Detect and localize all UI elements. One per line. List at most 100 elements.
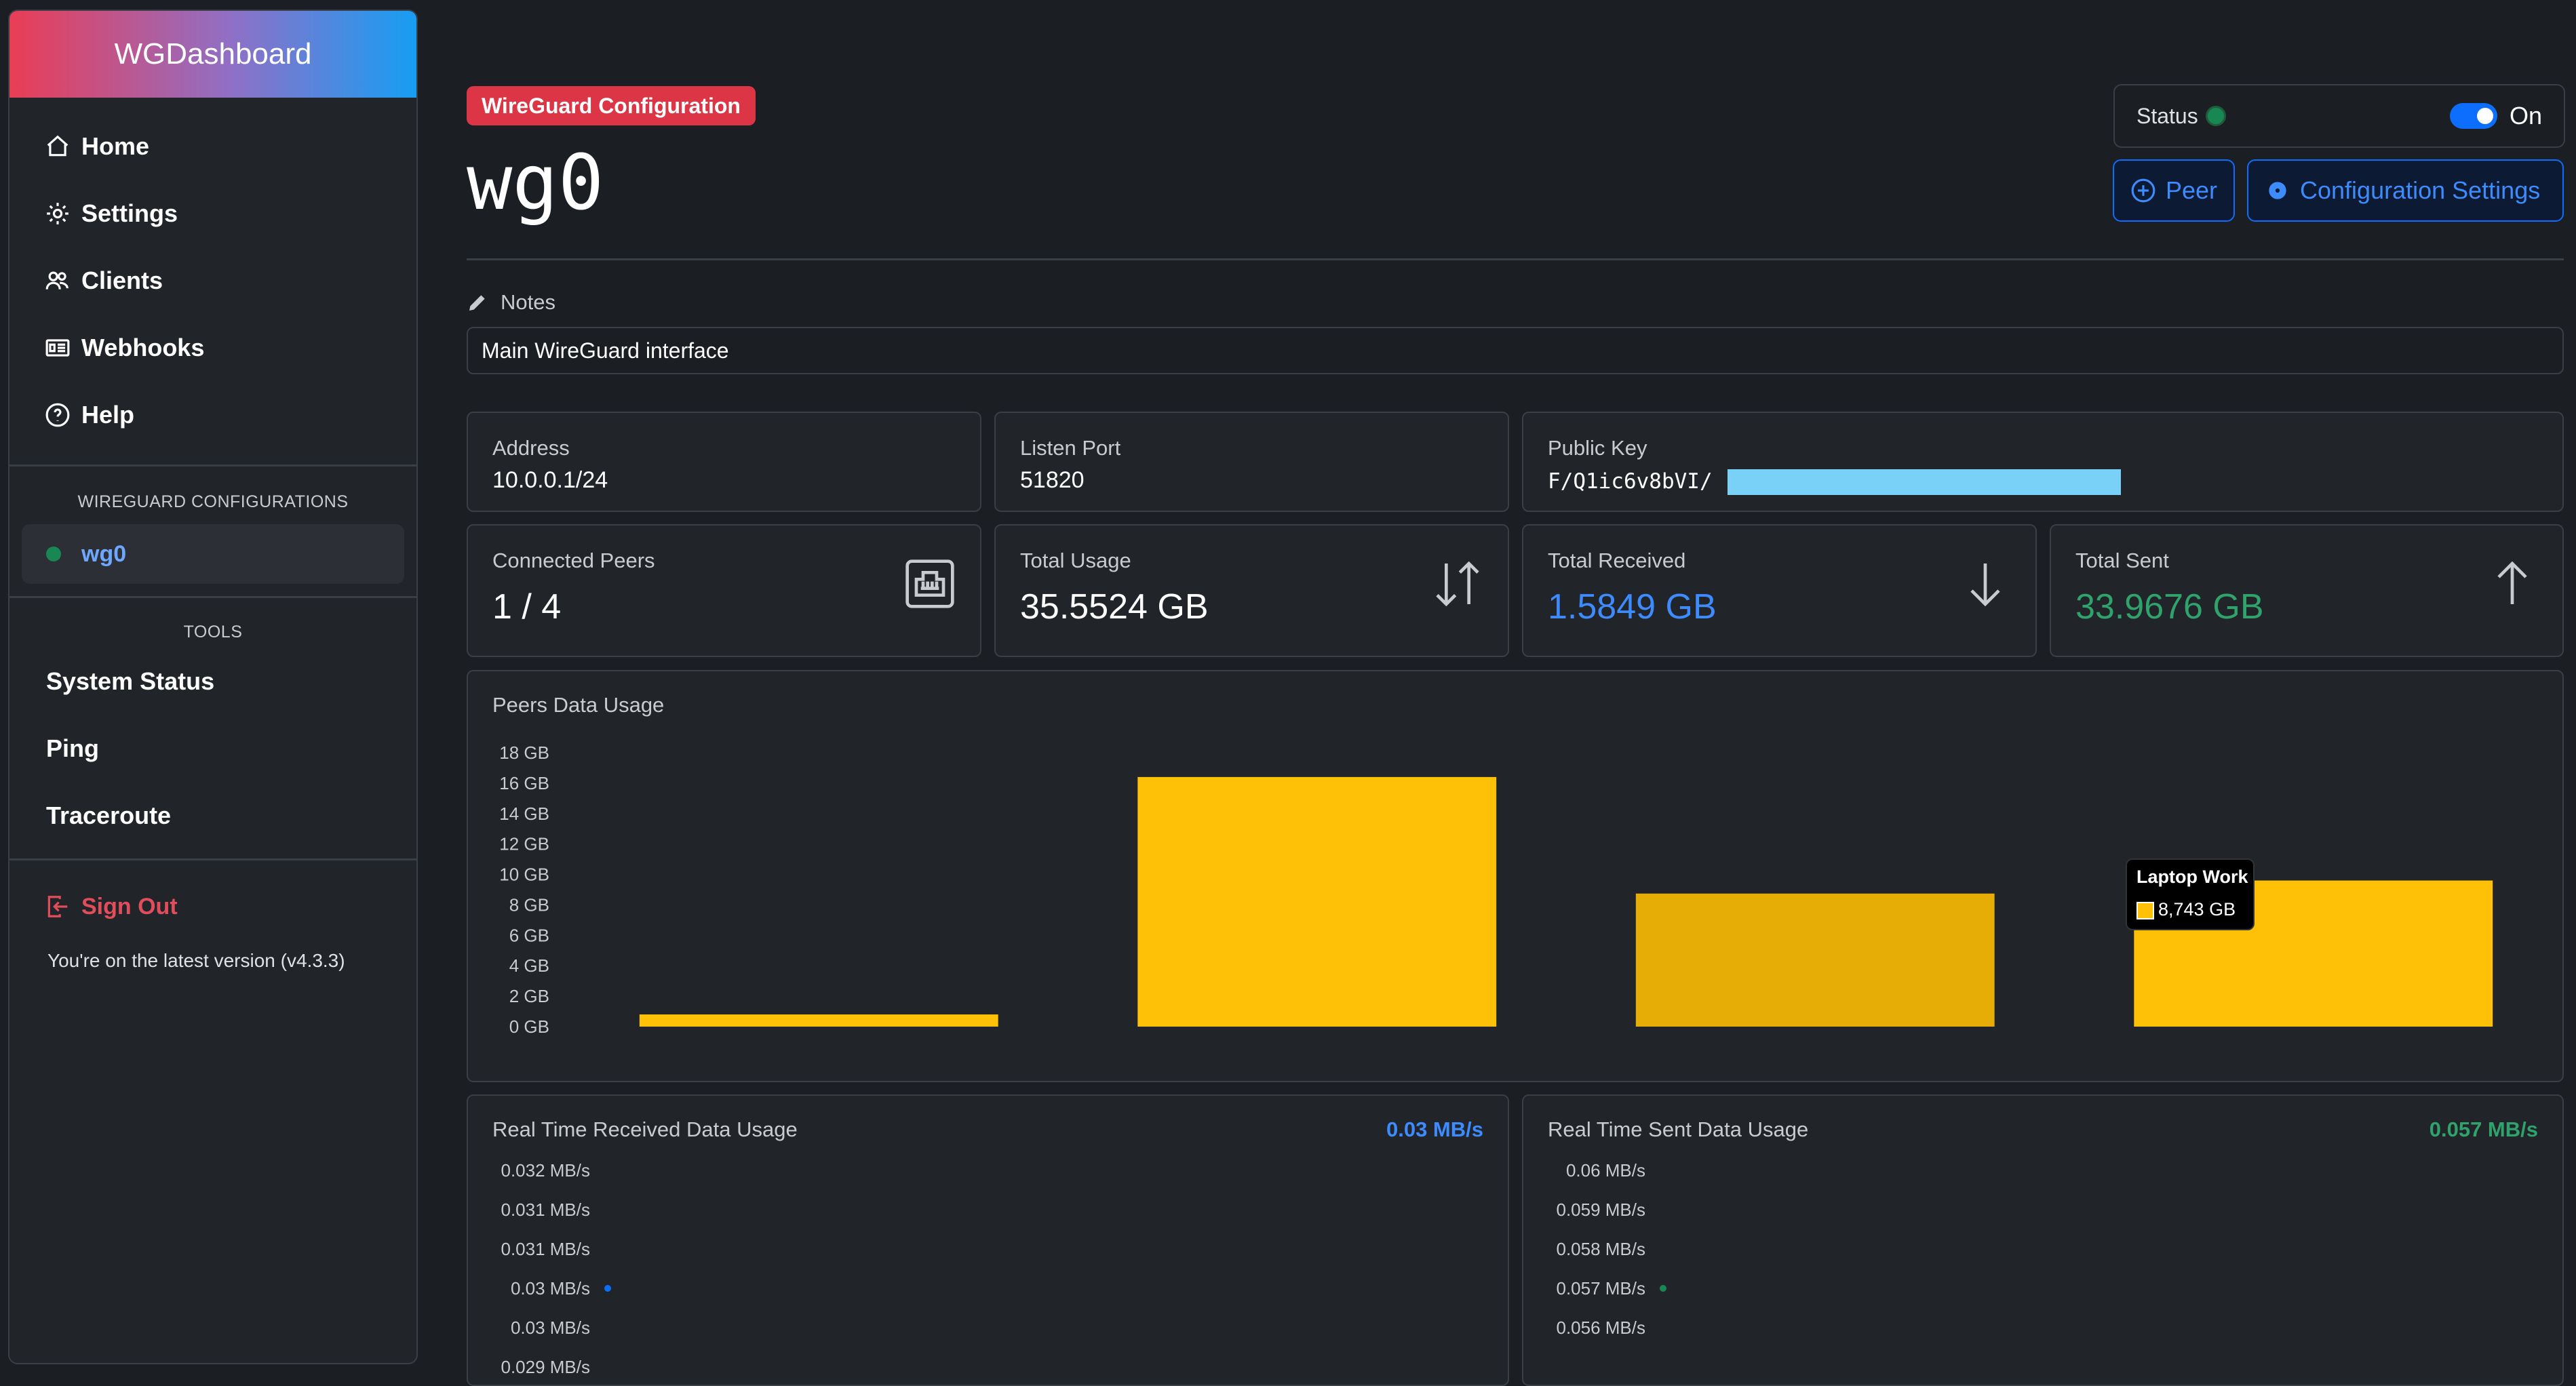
brand-title[interactable]: WGDashboard xyxy=(9,11,416,98)
ethernet-icon xyxy=(905,559,954,608)
sign-out-label: Sign Out xyxy=(81,893,178,919)
nav-settings-label: Settings xyxy=(81,199,178,227)
public-key-label: Public Key xyxy=(1548,436,1647,460)
nav-webhooks-label: Webhooks xyxy=(81,333,205,361)
total-sent-label: Total Sent xyxy=(2075,549,2169,572)
listen-port-label: Listen Port xyxy=(1020,436,1121,460)
status-indicator-icon xyxy=(2207,108,2224,124)
y-tick-label: 0.031 MB/s xyxy=(501,1239,590,1259)
config-item-label: wg0 xyxy=(81,540,127,567)
gear-icon xyxy=(47,202,69,224)
peers-data-usage-chart: 0 GB 2 GB 4 GB 6 GB 8 GB 10 GB 12 GB 14 GB 16 GB… xyxy=(499,742,2493,1037)
question-circle-icon xyxy=(45,403,70,427)
realtime-sent-card: Real Time Sent Data Usage 0.057 MB/s 0.0… xyxy=(1522,1094,2564,1386)
add-peer-label: Peer xyxy=(2165,176,2217,204)
y-tick-label: 0.058 MB/s xyxy=(1556,1239,1645,1259)
people-icon xyxy=(45,271,69,290)
tooltip-value: 8,743 GB xyxy=(2158,899,2236,919)
y-tick-label: 0.057 MB/s xyxy=(1556,1278,1645,1299)
nav-home-label: Home xyxy=(81,132,150,160)
redaction-mask xyxy=(1728,469,2121,495)
tool-ping[interactable]: Ping xyxy=(46,734,99,762)
nav-settings[interactable]: Settings xyxy=(9,180,416,247)
peer-usage-bar xyxy=(1635,893,1995,1027)
configs-section-title: WIREGUARD CONFIGURATIONS xyxy=(77,492,349,511)
connected-peers-label: Connected Peers xyxy=(492,549,655,572)
realtime-received-card: Real Time Received Data Usage 0.03 MB/s … xyxy=(467,1094,1509,1386)
sidebar: WGDashboard Home Settings Clients Webhoo… xyxy=(8,9,418,1364)
peer-usage-bar xyxy=(639,1014,998,1027)
total-usage-label: Total Usage xyxy=(1020,549,1131,572)
address-card: Address 10.0.0.1/24 xyxy=(467,412,981,512)
add-peer-button[interactable]: Peer xyxy=(2113,159,2235,222)
sign-out-icon xyxy=(47,896,68,917)
realtime-data-point xyxy=(1660,1285,1666,1292)
status-toggle[interactable] xyxy=(2449,103,2497,129)
y-tick-label: 0.03 MB/s xyxy=(511,1318,590,1338)
y-tick-label: 0.031 MB/s xyxy=(501,1200,590,1220)
status-label: Status xyxy=(2136,103,2198,128)
realtime-sent-title: Real Time Sent Data Usage xyxy=(1548,1117,1809,1141)
realtime-received-rate: 0.03 MB/s xyxy=(1386,1117,1483,1141)
sign-out-button[interactable]: Sign Out xyxy=(9,874,416,939)
realtime-received-title: Real Time Received Data Usage xyxy=(492,1117,798,1141)
y-tick-label: 6 GB xyxy=(509,925,549,945)
y-tick-label: 0.059 MB/s xyxy=(1556,1200,1645,1220)
y-tick-label: 0.056 MB/s xyxy=(1556,1318,1645,1338)
status-box: Status On xyxy=(2113,84,2565,148)
y-tick-label: 14 GB xyxy=(499,804,549,824)
tool-system-status[interactable]: System Status xyxy=(46,667,215,695)
divider xyxy=(9,858,416,860)
total-sent-value: 33.9676 GB xyxy=(2075,587,2264,627)
address-label: Address xyxy=(492,436,570,460)
y-tick-label: 0.032 MB/s xyxy=(501,1160,590,1181)
nav-webhooks[interactable]: Webhooks xyxy=(9,314,416,381)
y-tick-label: 12 GB xyxy=(499,834,549,854)
y-tick-label: 8 GB xyxy=(509,894,549,915)
gear-icon xyxy=(2269,182,2286,199)
version-text: You're on the latest version (v4.3.3) xyxy=(47,950,345,971)
config-item-wg0[interactable]: wg0 xyxy=(22,524,404,584)
nav-home[interactable]: Home xyxy=(9,113,416,180)
divider xyxy=(9,596,416,598)
pencil-icon xyxy=(469,295,485,311)
y-tick-label: 4 GB xyxy=(509,955,549,976)
chart-tooltip: Laptop Work 8,743 GB xyxy=(2126,858,2255,930)
tool-traceroute[interactable]: Traceroute xyxy=(46,801,172,829)
page-title: wg0 xyxy=(467,139,604,227)
tools-section-title: TOOLS xyxy=(183,622,243,641)
realtime-sent-rate: 0.057 MB/s xyxy=(2429,1117,2538,1141)
arrow-up-icon xyxy=(2497,561,2527,604)
configuration-settings-label: Configuration Settings xyxy=(2300,176,2541,204)
listen-port-value: 51820 xyxy=(1020,467,1085,493)
y-tick-label: 10 GB xyxy=(499,865,549,885)
notes-input[interactable] xyxy=(467,327,2564,374)
peer-usage-bar xyxy=(1137,776,1497,1027)
peers-chart-title: Peers Data Usage xyxy=(492,693,665,717)
y-tick-label: 0 GB xyxy=(509,1016,549,1037)
nav-clients[interactable]: Clients xyxy=(9,247,416,314)
realtime-sent-chart: 0.06 MB/s 0.059 MB/s 0.058 MB/s 0.057 MB/s 0… xyxy=(1556,1160,1666,1338)
total-received-value: 1.5849 GB xyxy=(1548,587,1717,627)
y-tick-label: 0.029 MB/s xyxy=(501,1357,590,1377)
notes-label: Notes xyxy=(467,290,555,315)
connected-peers-card: Connected Peers 1 / 4 xyxy=(467,524,981,657)
plus-circle-icon xyxy=(2131,178,2155,203)
nav-help[interactable]: Help xyxy=(9,381,416,448)
nav-help-label: Help xyxy=(81,400,135,429)
config-type-badge: WireGuard Configuration xyxy=(467,86,756,125)
webhook-icon xyxy=(45,338,70,357)
house-icon xyxy=(47,135,69,156)
y-tick-label: 0.03 MB/s xyxy=(511,1278,590,1299)
total-received-label: Total Received xyxy=(1548,549,1686,572)
y-tick-label: 18 GB xyxy=(499,742,549,763)
y-tick-label: 16 GB xyxy=(499,773,549,793)
header-divider xyxy=(467,258,2564,260)
public-key-start: F/Q1ic6v8bVI/ xyxy=(1548,469,1713,494)
notes-label-text: Notes xyxy=(501,290,555,314)
realtime-received-chart: 0.032 MB/s 0.031 MB/s 0.031 MB/s 0.03 MB/s 0… xyxy=(501,1160,611,1377)
realtime-data-point xyxy=(604,1285,611,1292)
configuration-settings-button[interactable]: Configuration Settings xyxy=(2247,159,2564,222)
total-usage-card: Total Usage 35.5524 GB xyxy=(994,524,1509,657)
address-value: 10.0.0.1/24 xyxy=(492,467,608,493)
